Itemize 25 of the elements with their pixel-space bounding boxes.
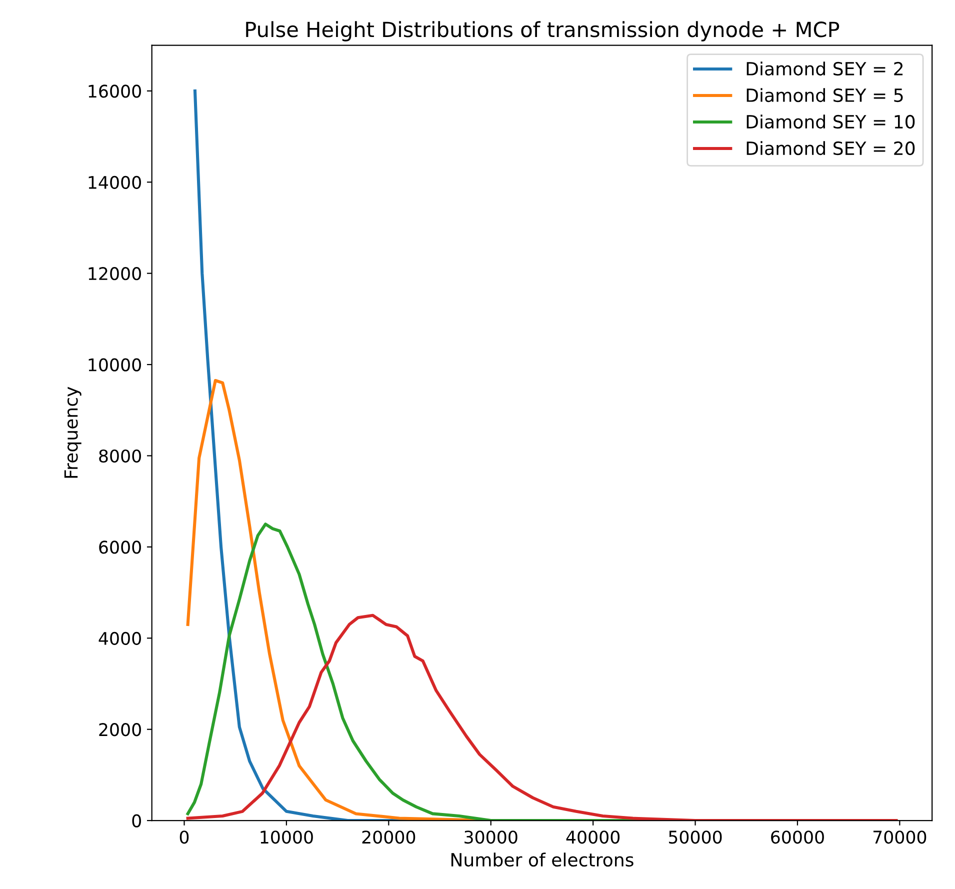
y-tick-label: 6000 <box>99 540 141 554</box>
x-tick-label: 30000 <box>464 830 518 844</box>
x-tick-label: 40000 <box>566 830 620 844</box>
y-tick-label: 8000 <box>99 449 141 463</box>
x-tick-label: 10000 <box>260 830 313 844</box>
legend-label: Diamond SEY = 5 <box>746 88 903 102</box>
x-tick-label: 70000 <box>873 830 926 844</box>
x-tick-label: 20000 <box>362 830 416 844</box>
y-tick-label: 0 <box>132 814 141 828</box>
legend-label: Diamond SEY = 2 <box>746 62 903 76</box>
chart-title: Pulse Height Distributions of transmission dynode + MCP <box>246 21 840 42</box>
y-tick-label: 12000 <box>88 267 141 280</box>
x-tick-label: 60000 <box>771 830 824 844</box>
y-tick-label: 2000 <box>99 723 141 736</box>
y-tick-label: 14000 <box>88 176 141 189</box>
x-tick-label: 50000 <box>668 830 722 844</box>
x-tick-label: 0 <box>180 830 189 844</box>
y-tick-label: 4000 <box>98 632 141 645</box>
x-axis-title: Number of electrons <box>451 852 634 867</box>
legend-label: Diamond SEY = 20 <box>746 141 915 156</box>
y-tick-label: 10000 <box>88 358 141 372</box>
line-series <box>186 614 898 821</box>
y-axis-title: Frequency <box>64 386 82 478</box>
y-tick-label: 16000 <box>88 84 141 98</box>
legend-label: Diamond SEY = 10 <box>746 114 915 129</box>
